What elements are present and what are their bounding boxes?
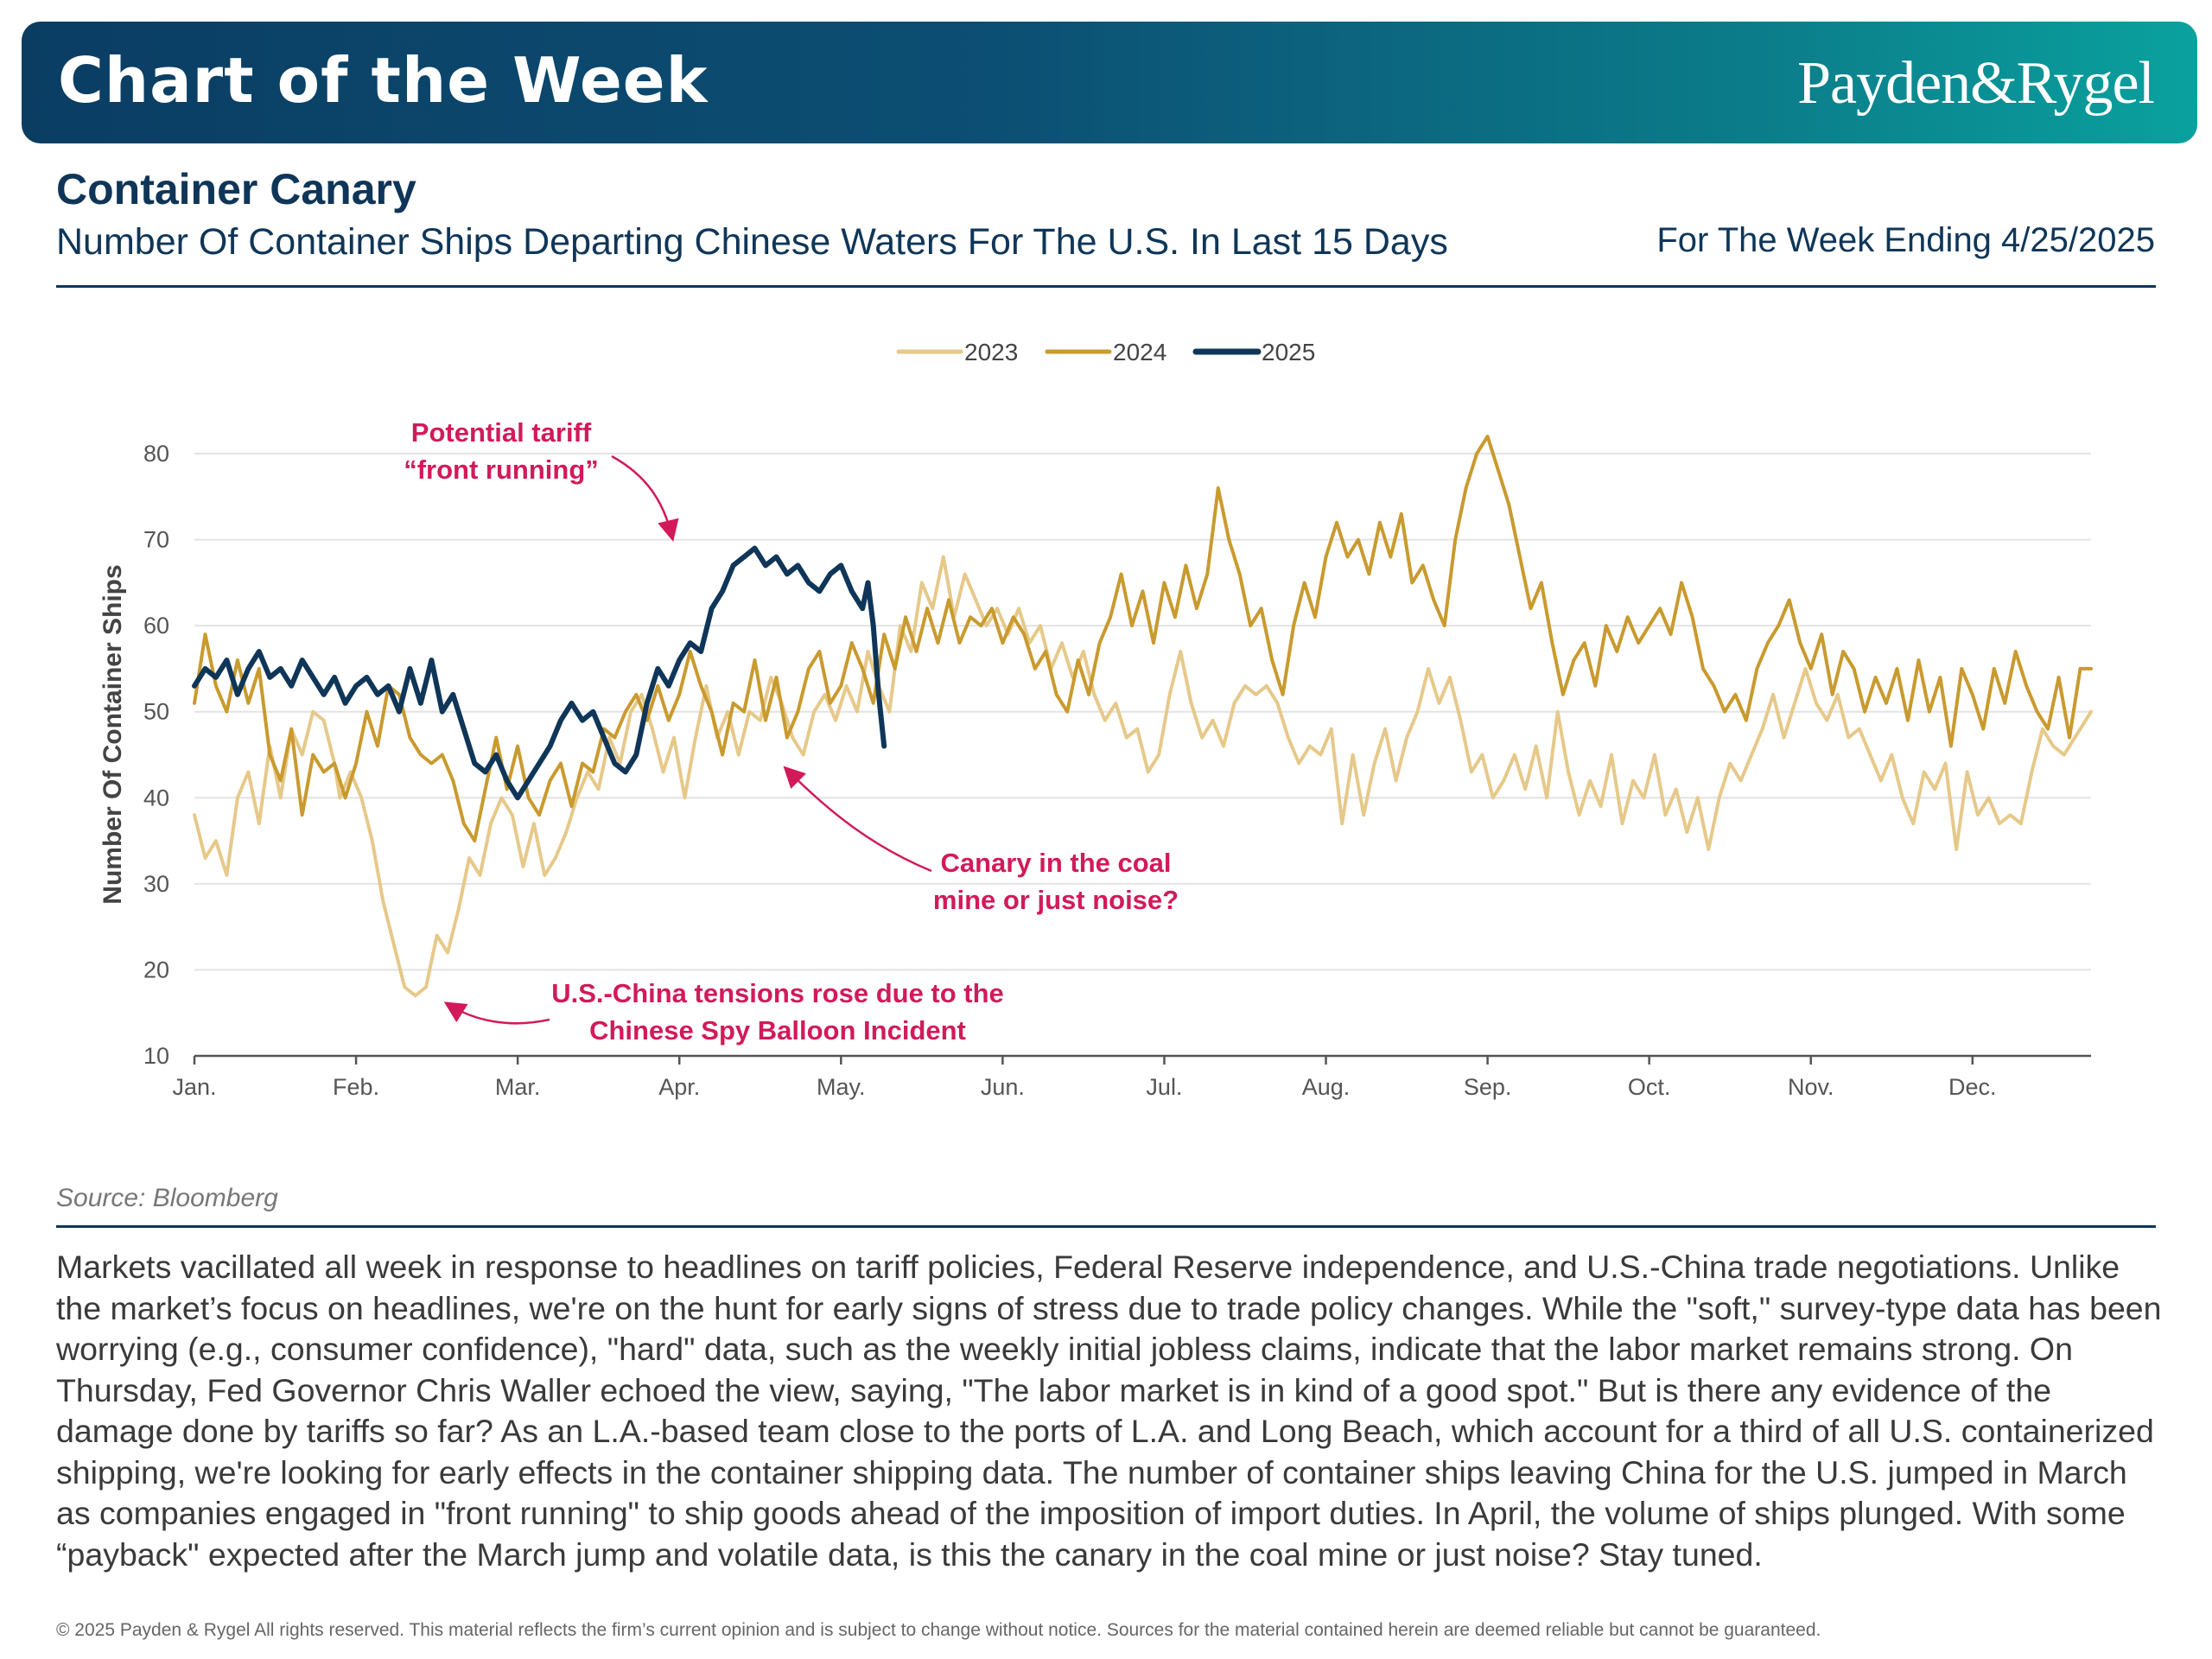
x-tick-label: Mar.	[495, 1074, 541, 1100]
x-tick-label: Jun.	[981, 1074, 1025, 1100]
x-tick-label: Apr.	[658, 1074, 700, 1100]
y-axis-label: Number Of Container Ships	[99, 564, 127, 904]
x-tick-label: Nov.	[1788, 1074, 1834, 1100]
annotation-canary-arrow	[783, 766, 932, 873]
y-tick-label: 50	[143, 699, 169, 725]
annotation-balloon-line1: U.S.-China tensions rose due to the	[551, 978, 1004, 1008]
source-divider	[56, 1225, 2156, 1228]
y-tick-label: 60	[143, 613, 169, 639]
x-tick-label: Jul.	[1146, 1074, 1182, 1100]
annotation-canary-line2: mine or just noise?	[933, 885, 1179, 915]
line-chart: 10 20 30 40 50 60 70 80 Jan. Feb. Mar. Apr. May. Jun.…	[99, 339, 2093, 1100]
y-tick-label: 10	[143, 1043, 169, 1069]
annotation-balloon-line2: Chinese Spy Balloon Incident	[589, 1015, 966, 1046]
legend-label-2025: 2025	[1262, 339, 1315, 365]
x-tick-label: Feb.	[333, 1074, 379, 1100]
x-tick-label: Oct.	[1628, 1074, 1671, 1100]
annotation-front-running-line2: “front running”	[404, 454, 599, 485]
source-note: Source: Bloomberg	[56, 1184, 278, 1212]
y-tick-label: 80	[143, 441, 169, 467]
annotation-front-running-arrow	[611, 454, 679, 542]
company-logo: Payden&Rygel	[1797, 50, 2155, 117]
x-tick-label: Jan.	[172, 1074, 216, 1100]
annotation-canary-line1: Canary in the coal	[940, 848, 1171, 878]
y-tick-label: 30	[143, 871, 169, 897]
header-banner: Chart of the Week Payden&Rygel	[22, 22, 2197, 143]
y-tick-label: 20	[143, 957, 169, 982]
series-line-2024	[193, 435, 2093, 843]
banner-title: Chart of the Week	[58, 44, 709, 117]
chart-title: Container Canary	[56, 165, 416, 213]
disclaimer-footer: © 2025 Payden & Rygel All rights reserve…	[56, 1620, 1821, 1640]
commentary-paragraph: Markets vacillated all week in response …	[56, 1249, 2162, 1573]
annotation-balloon-arrow	[443, 1001, 550, 1025]
x-tick-label: Sep.	[1464, 1074, 1512, 1100]
y-tick-label: 70	[143, 527, 169, 553]
x-tick-label: Aug.	[1302, 1074, 1351, 1100]
chart-subtitle: Number Of Container Ships Departing Chin…	[56, 221, 1448, 263]
y-tick-label: 40	[143, 785, 169, 810]
week-ending-date: For The Week Ending 4/25/2025	[1656, 221, 2155, 259]
series-line-2025	[192, 545, 887, 801]
legend-label-2024: 2024	[1113, 339, 1166, 365]
header-divider	[56, 285, 2156, 288]
series-line-2023	[193, 555, 2093, 998]
x-tick-label: Dec.	[1948, 1074, 1997, 1100]
x-tick-label: May.	[817, 1074, 866, 1100]
annotation-front-running-line1: Potential tariff	[411, 417, 592, 448]
legend-label-2023: 2023	[964, 339, 1018, 365]
